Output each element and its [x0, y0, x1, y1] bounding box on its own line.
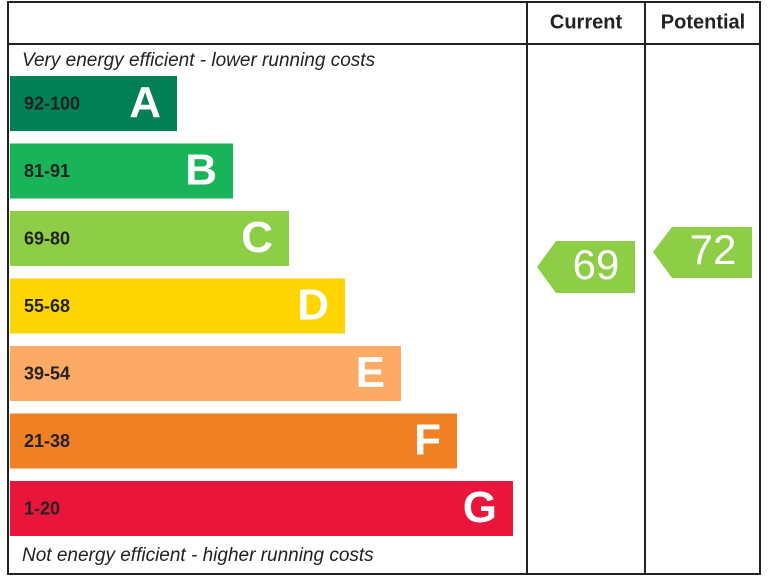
current-score: 69: [573, 241, 620, 288]
band-letter: F: [414, 416, 441, 465]
rating-arrow: [537, 241, 635, 293]
band-letter: D: [297, 281, 329, 330]
band-range: 39-54: [24, 363, 70, 383]
current-header: Current: [550, 11, 623, 33]
band-letter: A: [129, 78, 161, 127]
current-rating: 69: [537, 241, 635, 293]
band-range: 21-38: [24, 431, 70, 451]
frame: [7, 1, 761, 575]
band-letter: C: [241, 213, 273, 262]
band-letter: G: [463, 483, 497, 532]
band-range: 92-100: [24, 93, 80, 113]
band-range: 81-91: [24, 161, 70, 181]
band-bar: [10, 346, 401, 401]
potential-rating: 72: [653, 226, 752, 278]
bottom-note: Not energy efficient - higher running co…: [22, 545, 374, 566]
band-range: 55-68: [24, 296, 70, 316]
band-bar: [10, 143, 233, 199]
band-letter: E: [356, 348, 385, 397]
band-bar: [10, 481, 513, 536]
band-bar: [10, 278, 345, 334]
potential-header: Potential: [661, 11, 745, 33]
potential-score: 72: [690, 226, 737, 273]
bands: 92-100 A 81-91 B 69-80 C 55-68 D 39-54 E 21-38 F 1-2…: [10, 76, 513, 536]
band-bar: [10, 76, 177, 131]
band-range: 1-20: [24, 498, 60, 518]
band-letter: B: [185, 146, 217, 195]
band-bar: [10, 413, 457, 469]
rating-arrow: [653, 227, 752, 278]
top-note: Very energy efficient - lower running co…: [22, 50, 376, 71]
band-range: 69-80: [24, 228, 70, 248]
band-bar: [10, 211, 289, 266]
